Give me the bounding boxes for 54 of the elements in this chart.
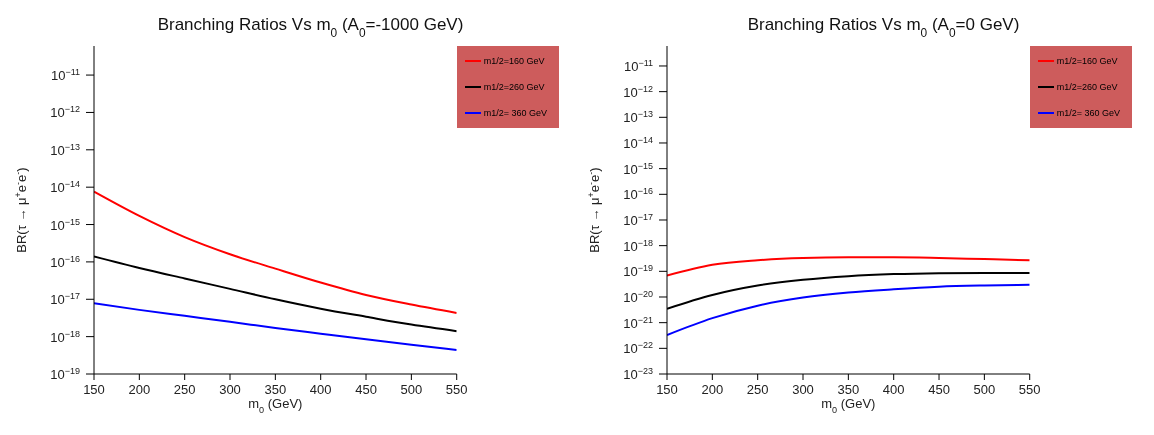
- y-tick-label: 10$^{−14}$: [623, 134, 653, 151]
- x-axis-title: m$_{0}$ (GeV): [821, 396, 876, 415]
- x-tick-label: 300: [219, 382, 241, 397]
- x-tick-label: 400: [309, 382, 332, 397]
- x-tick-label: 350: [837, 382, 860, 397]
- y-tick-label: 10$^{−22}$: [623, 340, 653, 357]
- x-tick-label: 200: [128, 382, 151, 397]
- x-tick-label: 450: [928, 382, 950, 397]
- x-axis-title: m$_{0}$ (GeV): [248, 396, 303, 415]
- x-tick-label: 550: [445, 382, 468, 397]
- x-tick-label: 550: [1018, 382, 1041, 397]
- line-series: [94, 190, 457, 314]
- y-tick-label: 10$^{−16}$: [623, 186, 653, 203]
- y-tick-label: 10$^{−12}$: [50, 104, 80, 121]
- legend-label: m1/2= 360 GeV: [483, 108, 547, 118]
- y-tick-label: 10$^{−11}$: [50, 67, 80, 84]
- chart-title: Branching Ratios Vs m$_{0}$ (A$_{0}$=0 GeV): [747, 15, 1020, 40]
- legend-label: m1/2=260 GeV: [1056, 82, 1118, 92]
- x-tick-label: 500: [400, 382, 423, 397]
- y-tick-label: 10$^{−21}$: [623, 314, 653, 331]
- x-tick-label: 250: [173, 382, 196, 397]
- y-tick-label: 10$^{−11}$: [623, 57, 653, 74]
- x-tick-label: 500: [973, 382, 996, 397]
- y-tick-label: 10$^{−15}$: [623, 160, 653, 177]
- y-tick-label: 10$^{−23}$: [623, 366, 653, 382]
- y-tick-label: 10$^{−19}$: [623, 263, 653, 280]
- y-tick-label: 10$^{−13}$: [623, 109, 653, 126]
- y-tick-label: 10$^{−18}$: [623, 237, 653, 254]
- y-tick-label: 10$^{−14}$: [50, 179, 80, 196]
- y-tick-label: 10$^{−18}$: [50, 328, 80, 345]
- x-tick-label: 200: [701, 382, 724, 397]
- line-series: [94, 302, 457, 351]
- x-tick-label: 150: [83, 382, 105, 397]
- y-tick-label: 10$^{−13}$: [50, 141, 80, 158]
- x-tick-label: 150: [656, 382, 678, 397]
- y-tick-label: 10$^{−12}$: [623, 83, 653, 100]
- x-tick-label: 450: [355, 382, 377, 397]
- x-tick-label: 250: [746, 382, 769, 397]
- y-tick-label: 10$^{−17}$: [623, 211, 653, 228]
- legend-label: m1/2=160 GeV: [1056, 56, 1118, 66]
- x-tick-label: 300: [792, 382, 814, 397]
- legend-label: m1/2=260 GeV: [483, 82, 545, 92]
- x-tick-label: 350: [264, 382, 287, 397]
- y-tick-label: 10$^{−17}$: [50, 291, 80, 308]
- chart-title: Branching Ratios Vs m$_{0}$ (A$_{0}$=-1000 GeV): [157, 15, 464, 40]
- line-series: [667, 283, 1030, 337]
- legend-label: m1/2=160 GeV: [483, 56, 545, 66]
- y-tick-label: 10$^{−20}$: [623, 288, 653, 305]
- y-tick-label: 10$^{−19}$: [50, 366, 80, 382]
- y-tick-label: 10$^{−16}$: [50, 253, 80, 270]
- x-tick-label: 400: [882, 382, 905, 397]
- line-series: [667, 256, 1030, 277]
- y-tick-label: 10$^{−15}$: [50, 216, 80, 233]
- legend-label: m1/2= 360 GeV: [1056, 108, 1120, 118]
